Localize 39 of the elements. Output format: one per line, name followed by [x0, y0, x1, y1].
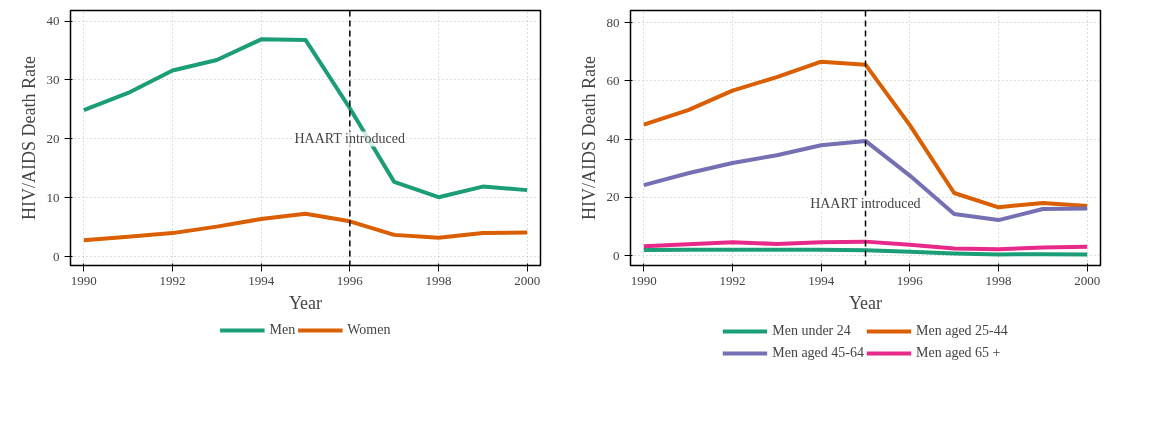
y-tick-label: 60 [606, 72, 620, 88]
legend-label: Men [269, 322, 296, 338]
line-series [641, 138, 1090, 223]
x-tick-label: 2000 [1074, 272, 1101, 288]
legend-label: Men aged 45-64 [772, 345, 864, 361]
y-tick-label: 40 [46, 13, 60, 29]
annotation: HAART introduced [294, 131, 405, 147]
x-tick-label: 1994 [808, 272, 835, 288]
x-tick-label: 1996 [896, 272, 924, 288]
x-tick-label: 1992 [159, 272, 186, 288]
x-tick-label: 1990 [70, 272, 97, 288]
x-axis-title: Year [848, 292, 883, 313]
x-tick-label: 1998 [425, 272, 452, 288]
legend-label: Men under 24 [772, 323, 851, 339]
y-tick-label: 20 [606, 189, 620, 205]
x-tick-label: 1994 [248, 272, 275, 288]
y-tick-label: 40 [606, 131, 620, 147]
y-axis-title: HIV/AIDS Death Rate [578, 56, 599, 220]
x-tick-label: 1992 [719, 272, 746, 288]
line-series [641, 59, 1090, 210]
x-tick-label: 1990 [630, 272, 657, 288]
y-tick-label: 20 [46, 130, 60, 146]
y-tick-label: 10 [46, 189, 60, 205]
line-series [641, 239, 1090, 252]
x-axis-title: Year [288, 292, 323, 313]
line-series [81, 37, 530, 200]
annotation: HAART introduced [810, 195, 921, 211]
line-series [81, 211, 530, 243]
y-tick-label: 0 [613, 247, 620, 263]
legend-label: Women [347, 322, 391, 338]
legend-label: Men aged 65 + [916, 345, 1001, 361]
x-tick-label: 1998 [985, 272, 1012, 288]
y-axis-title: HIV/AIDS Death Rate [18, 56, 39, 220]
legend-label: Men aged 25-44 [916, 323, 1008, 339]
x-tick-label: 2000 [514, 272, 541, 288]
x-tick-label: 1996 [336, 272, 364, 288]
y-tick-label: 30 [46, 71, 60, 87]
y-tick-label: 0 [53, 248, 60, 264]
y-tick-label: 80 [606, 14, 620, 30]
